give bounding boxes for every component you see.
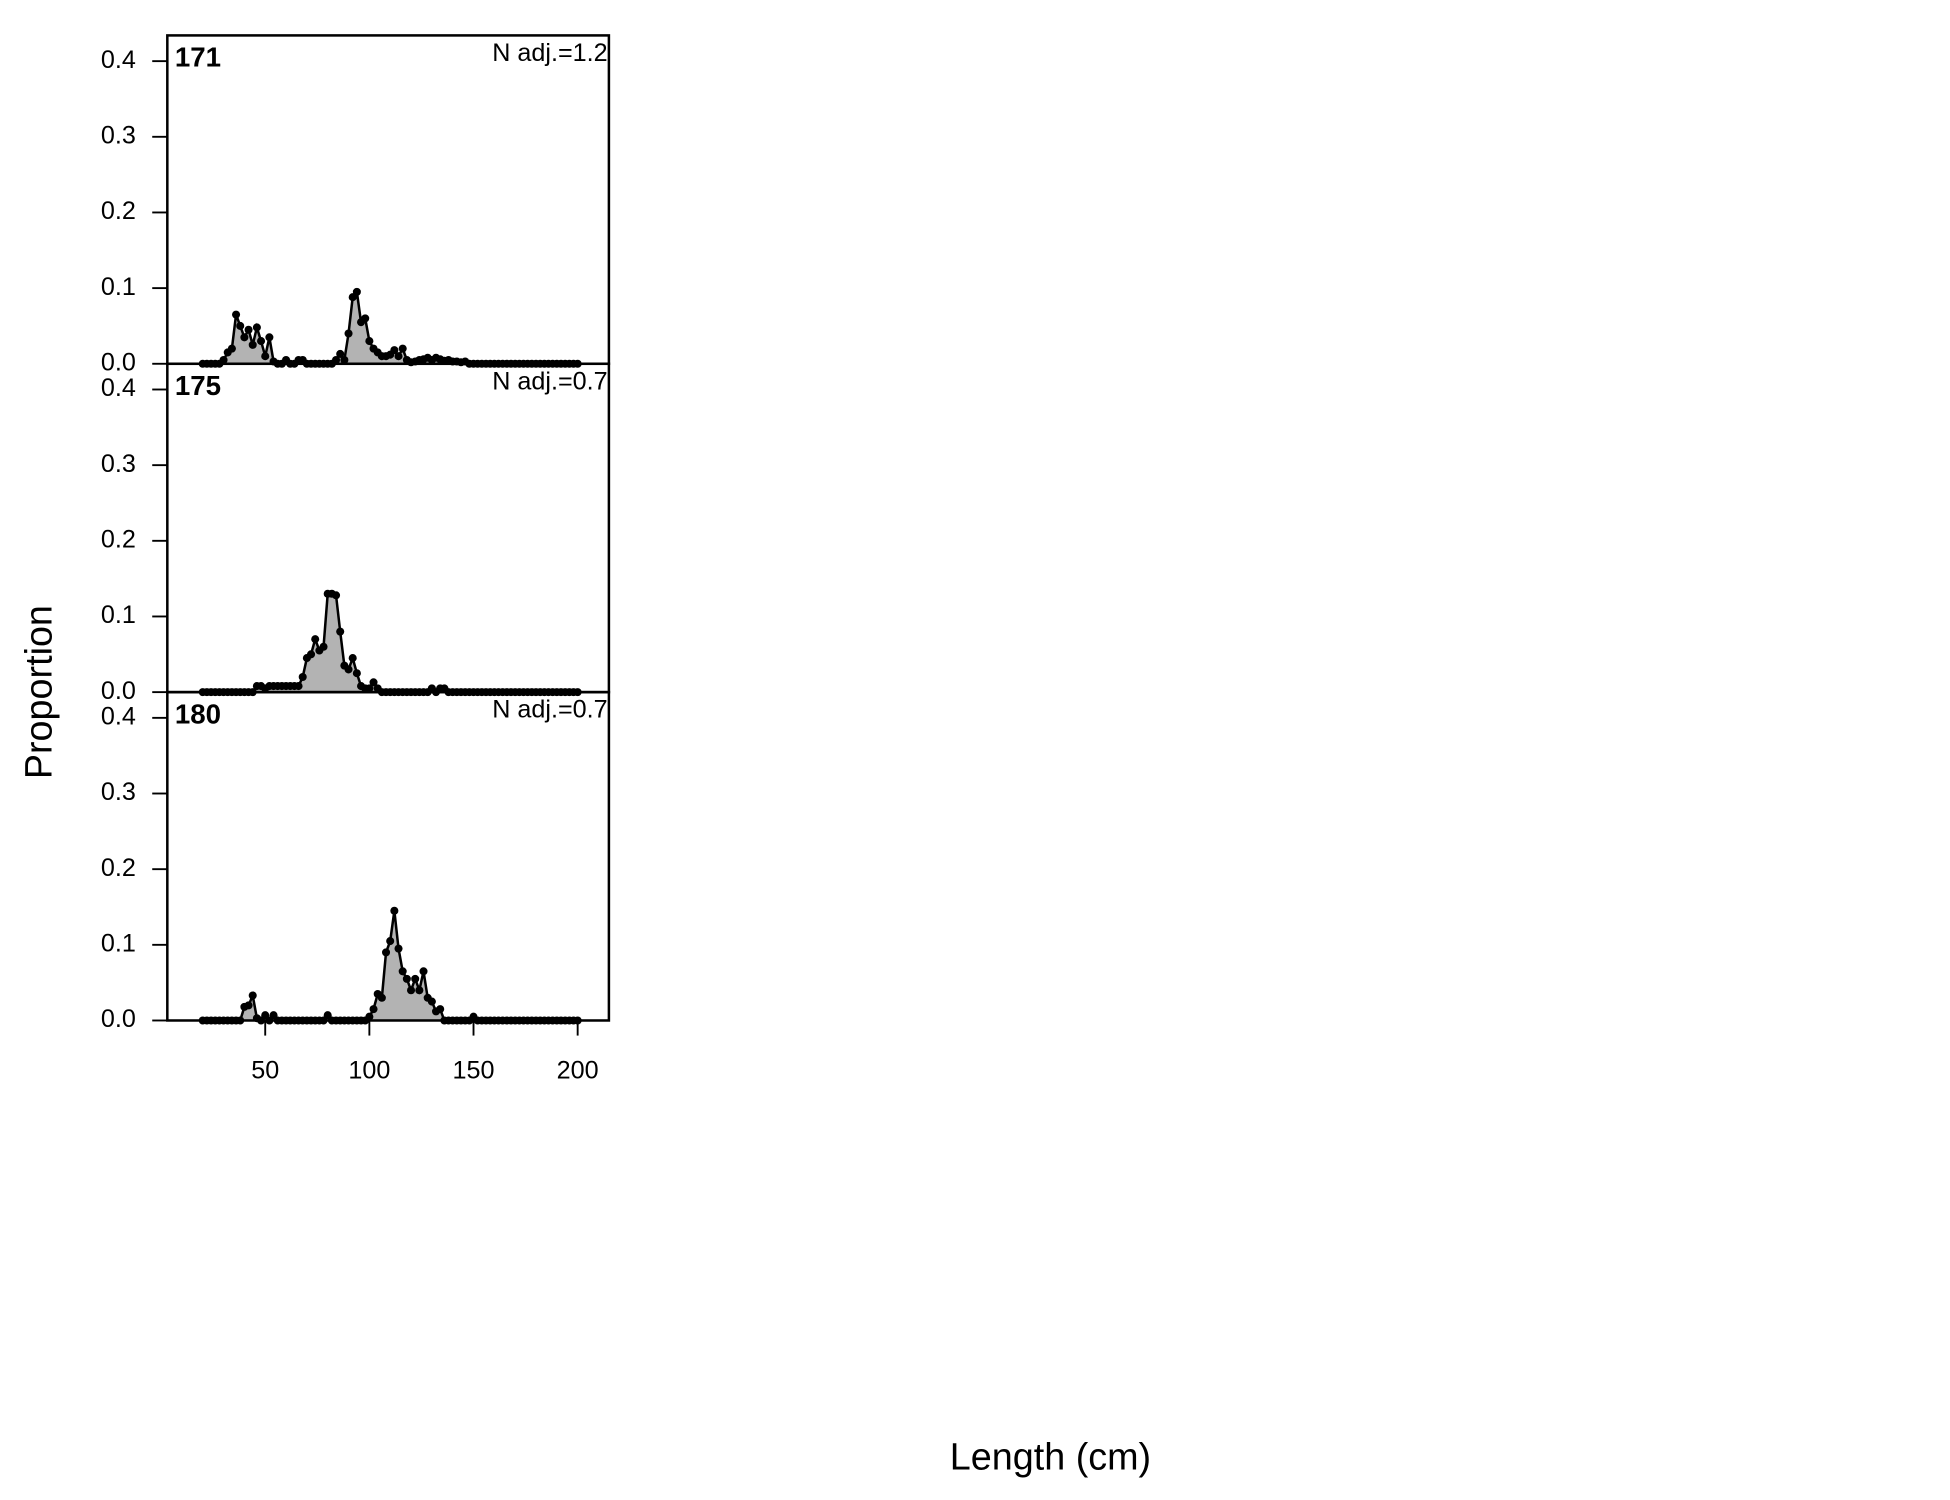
point — [398, 967, 407, 976]
point — [394, 352, 403, 361]
y-tick-label: 0.2 — [101, 854, 136, 882]
point — [332, 355, 341, 365]
point — [244, 1001, 253, 1010]
area — [202, 291, 578, 364]
point — [236, 321, 245, 330]
y-axis-label: Proportion — [17, 605, 59, 779]
y-tick-label: 0.0 — [101, 677, 136, 705]
x-tick-label: 150 — [453, 1057, 495, 1085]
panel-title: 175 — [175, 370, 221, 401]
point — [377, 993, 386, 1002]
point — [427, 997, 436, 1006]
area — [202, 910, 578, 1021]
point — [415, 986, 424, 995]
point — [336, 627, 345, 636]
point — [340, 355, 349, 365]
point — [261, 352, 270, 361]
y-tick-label: 0.2 — [101, 525, 136, 553]
point — [265, 333, 274, 342]
point — [419, 967, 428, 976]
y-tick-label: 0.0 — [101, 348, 136, 376]
point — [227, 344, 236, 353]
point — [361, 314, 370, 323]
point — [365, 337, 374, 346]
point — [398, 344, 407, 353]
point — [294, 682, 303, 691]
point — [248, 340, 257, 349]
point — [319, 642, 328, 651]
point — [369, 678, 378, 687]
panel-title: 180 — [175, 698, 221, 729]
line — [202, 592, 578, 694]
y-tick-label: 0.1 — [101, 273, 136, 301]
point — [232, 310, 241, 319]
point — [298, 672, 307, 682]
point — [402, 974, 411, 983]
y-tick-label: 0.3 — [101, 778, 136, 806]
y-tick-label: 0.4 — [101, 702, 136, 730]
point — [352, 287, 361, 296]
y-tick-label: 0.4 — [101, 46, 136, 74]
point — [311, 635, 320, 644]
point — [332, 591, 341, 600]
point — [344, 329, 353, 338]
x-tick-label: 100 — [348, 1057, 390, 1085]
x-axis-label: Length (cm) — [950, 1436, 1151, 1478]
y-tick-label: 0.1 — [101, 601, 136, 629]
y-tick-label: 0.3 — [101, 450, 136, 478]
point — [390, 346, 399, 355]
y-tick-label: 0.0 — [101, 1005, 136, 1033]
point — [382, 948, 391, 957]
panel-annotation: N adj.=0.7 — [492, 367, 607, 395]
point — [307, 650, 316, 659]
point — [390, 906, 399, 915]
point — [244, 325, 253, 334]
panel-frame — [166, 690, 611, 1022]
point — [252, 323, 261, 332]
y-tick-label: 0.3 — [101, 121, 136, 149]
point — [348, 654, 357, 663]
x-tick-label: 200 — [557, 1057, 599, 1085]
point — [240, 333, 249, 342]
panel-annotation: N adj.=1.2 — [492, 39, 607, 67]
point — [365, 684, 374, 693]
point — [394, 944, 403, 953]
point — [344, 665, 353, 674]
panel-title: 171 — [175, 42, 221, 73]
point — [336, 349, 345, 358]
panel-annotation: N adj.=0.7 — [492, 696, 607, 724]
panel-frame — [166, 362, 611, 694]
x-tick-label: 50 — [251, 1057, 279, 1085]
point — [436, 1005, 445, 1014]
point — [411, 974, 420, 983]
point — [248, 991, 257, 1000]
area — [202, 593, 578, 693]
point — [386, 937, 395, 946]
point — [406, 986, 416, 995]
point — [219, 355, 228, 365]
y-tick-label: 0.4 — [101, 374, 136, 402]
point — [257, 337, 266, 346]
y-tick-label: 0.1 — [101, 929, 136, 957]
point — [365, 1012, 374, 1021]
y-tick-label: 0.2 — [101, 197, 136, 225]
point — [369, 1005, 378, 1014]
point — [352, 669, 361, 678]
